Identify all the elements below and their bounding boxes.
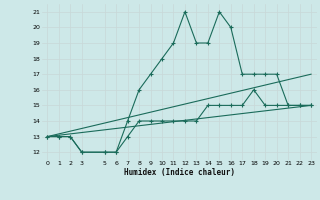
X-axis label: Humidex (Indice chaleur): Humidex (Indice chaleur) [124,168,235,177]
